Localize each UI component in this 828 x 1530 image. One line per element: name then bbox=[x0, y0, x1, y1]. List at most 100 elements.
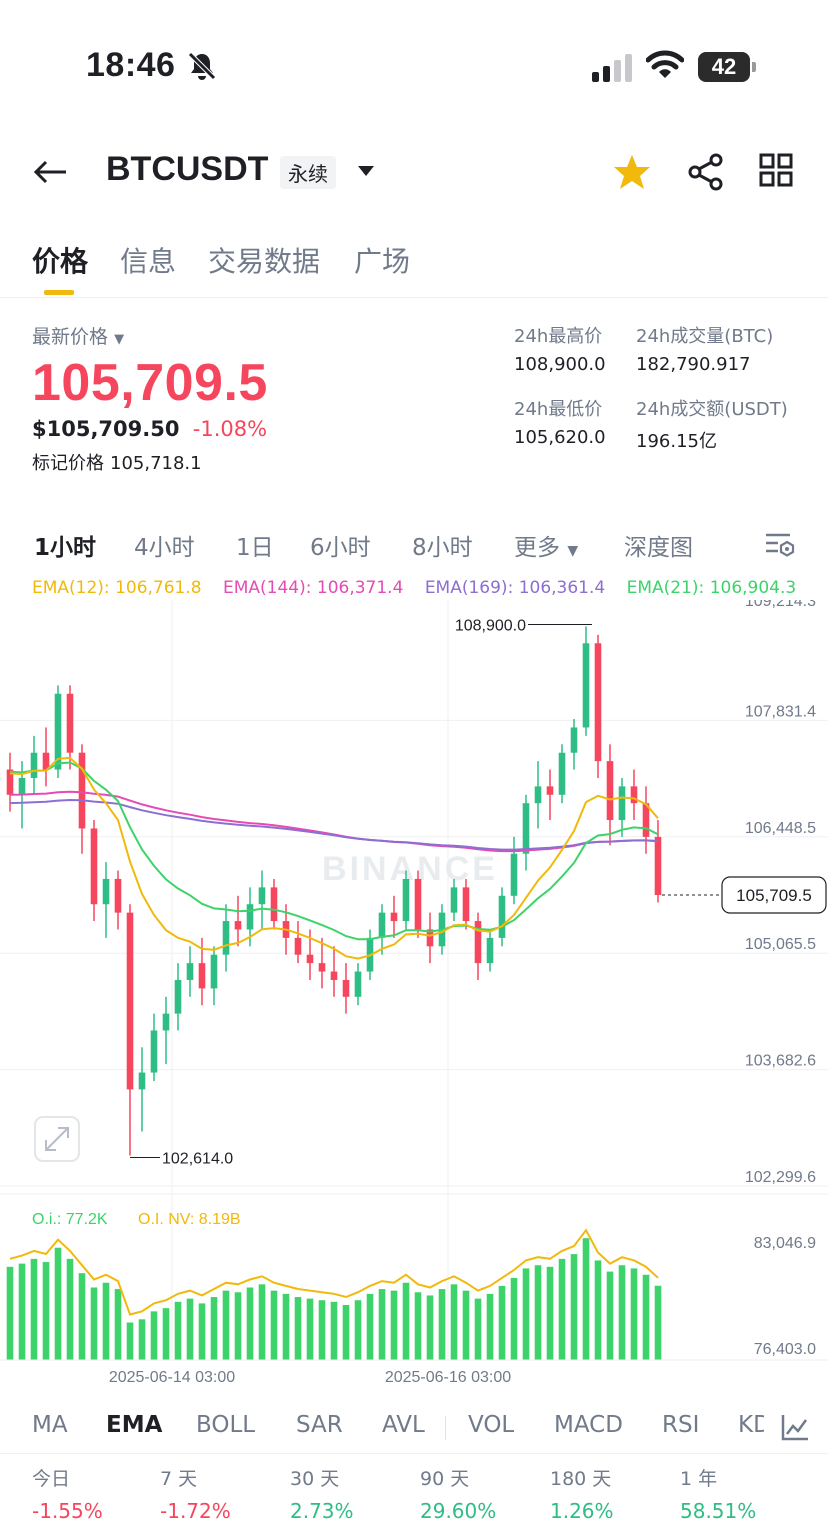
status-time: 18:46 bbox=[86, 46, 176, 84]
status-bar: 18:46 42 bbox=[0, 0, 828, 120]
indicator-ma[interactable]: MA bbox=[32, 1412, 68, 1438]
oi-nv-line bbox=[9, 1228, 659, 1316]
indicator-vol[interactable]: VOL bbox=[468, 1412, 515, 1438]
high-marker-label: 108,900.0 bbox=[455, 617, 526, 634]
candle-body bbox=[66, 693, 74, 753]
depth-chart-tab[interactable]: 深度图 bbox=[624, 535, 693, 561]
candle-body bbox=[246, 904, 254, 930]
oi-bar bbox=[486, 1293, 494, 1360]
stats-col-2: 24h成交量(BTC) 182,790.917 24h成交额(USDT) 196… bbox=[636, 322, 788, 453]
candle-body bbox=[402, 878, 410, 922]
candle-body bbox=[306, 954, 314, 964]
y-tick-label: 107,831.4 bbox=[745, 703, 816, 720]
oi-bar bbox=[42, 1262, 50, 1360]
fullscreen-expand-icon[interactable] bbox=[34, 1116, 80, 1162]
perf-90d: 90 天 29.60% bbox=[420, 1468, 497, 1523]
indicator-rsi[interactable]: RSI bbox=[662, 1412, 700, 1438]
candle-body bbox=[210, 954, 218, 989]
candle-body bbox=[138, 1072, 146, 1090]
interval-6h[interactable]: 6小时 bbox=[310, 535, 371, 561]
price-summary: 最新价格 ▼ 105,709.5 $105,709.50 -1.08% 标记价格… bbox=[32, 322, 268, 475]
caret-down-icon[interactable] bbox=[356, 164, 376, 178]
high-24h-label: 24h最高价 bbox=[514, 326, 603, 347]
candle-body bbox=[42, 752, 50, 770]
oi-bar bbox=[342, 1304, 350, 1360]
candle-body bbox=[534, 786, 542, 804]
candle-body bbox=[294, 937, 302, 955]
indicator-macd[interactable]: MACD bbox=[554, 1412, 623, 1438]
oi-bar bbox=[570, 1254, 578, 1360]
share-icon[interactable] bbox=[686, 152, 726, 192]
oi-bar bbox=[186, 1298, 194, 1360]
grid-menu-icon[interactable] bbox=[758, 152, 794, 188]
interval-1d[interactable]: 1日 bbox=[236, 535, 274, 561]
ema169-line bbox=[9, 798, 659, 851]
interval-1h[interactable]: 1小时 bbox=[34, 535, 97, 561]
oi-bar bbox=[258, 1284, 266, 1360]
oi-bar bbox=[606, 1271, 614, 1360]
latest-price-label[interactable]: 最新价格 ▼ bbox=[32, 326, 125, 348]
oi-bar bbox=[450, 1284, 458, 1360]
interval-4h[interactable]: 4小时 bbox=[134, 535, 195, 561]
favorite-star-icon[interactable] bbox=[612, 152, 652, 192]
oi-bar bbox=[30, 1258, 38, 1360]
mark-price-label: 标记价格 bbox=[32, 453, 104, 474]
ema21-line bbox=[9, 761, 659, 941]
oi-tick-label: 83,046.9 bbox=[754, 1235, 816, 1252]
vol-usdt: 196.15亿 bbox=[636, 431, 717, 452]
candle-body bbox=[354, 971, 362, 997]
oi-label: O.i.: 77.2K bbox=[32, 1211, 108, 1228]
usd-price: $105,709.50 bbox=[32, 417, 180, 441]
oi-bar bbox=[594, 1260, 602, 1360]
candle-body bbox=[186, 963, 194, 980]
oi-bar bbox=[402, 1282, 410, 1360]
indicator-ema[interactable]: EMA bbox=[106, 1412, 163, 1438]
low-24h-label: 24h最低价 bbox=[514, 399, 603, 420]
candle-body bbox=[546, 786, 554, 795]
bell-muted-icon bbox=[188, 52, 216, 80]
candle-body bbox=[150, 1030, 158, 1073]
y-tick-label: 109,214.3 bbox=[745, 600, 816, 610]
indicator-avl[interactable]: AVL bbox=[382, 1412, 425, 1438]
back-arrow-icon[interactable] bbox=[32, 154, 68, 190]
vol-btc: 182,790.917 bbox=[636, 354, 751, 375]
oi-bar bbox=[414, 1292, 422, 1360]
indicator-tabs: MA EMA BOLL SAR AVL VOL MACD RSI KD bbox=[0, 1402, 828, 1454]
oi-bar bbox=[90, 1287, 98, 1360]
interval-8h[interactable]: 8小时 bbox=[412, 535, 473, 561]
candlestick-chart[interactable]: 109,214.3 107,831.4 106,448.5 105,065.5 103,… bbox=[0, 593, 828, 1400]
candle-body bbox=[258, 887, 266, 905]
candle-body bbox=[486, 937, 494, 964]
indicator-settings-icon[interactable] bbox=[780, 1412, 810, 1442]
interval-more[interactable]: 更多 ▼ bbox=[514, 535, 579, 561]
battery-indicator: 42 bbox=[698, 52, 756, 82]
indicator-sar[interactable]: SAR bbox=[296, 1412, 343, 1438]
chart-settings-icon[interactable] bbox=[764, 530, 796, 558]
oi-nv-label: O.I. NV: 8.19B bbox=[138, 1211, 241, 1228]
oi-bar bbox=[378, 1289, 386, 1360]
ema169-legend: EMA(169): 106,361.4 bbox=[424, 578, 606, 598]
tab-square[interactable]: 广场 bbox=[354, 245, 411, 278]
wifi-icon bbox=[646, 50, 684, 78]
candle-body bbox=[378, 912, 386, 938]
vol-btc-label: 24h成交量(BTC) bbox=[636, 326, 774, 347]
candle-body bbox=[198, 963, 206, 989]
indicator-boll[interactable]: BOLL bbox=[196, 1412, 256, 1438]
tab-trading-data[interactable]: 交易数据 bbox=[208, 245, 321, 278]
symbol-title[interactable]: BTCUSDT bbox=[106, 150, 269, 188]
oi-bar bbox=[522, 1268, 530, 1360]
tab-info[interactable]: 信息 bbox=[120, 245, 177, 278]
candle-body bbox=[102, 878, 110, 905]
oi-bar bbox=[426, 1295, 434, 1360]
ema144-legend: EMA(144): 106,371.4 bbox=[223, 578, 404, 598]
oi-bar bbox=[162, 1308, 170, 1360]
candle-body bbox=[594, 643, 602, 762]
indicator-kd[interactable]: KD bbox=[738, 1412, 764, 1438]
oi-bar bbox=[498, 1285, 506, 1360]
candle-body bbox=[570, 727, 578, 753]
oi-bar bbox=[534, 1265, 542, 1360]
price-chart-area[interactable]: 109,214.3 107,831.4 106,448.5 105,065.5 103,… bbox=[0, 593, 828, 1400]
tab-price[interactable]: 价格 bbox=[32, 245, 89, 278]
oi-bar bbox=[438, 1289, 446, 1360]
oi-bar bbox=[102, 1282, 110, 1360]
